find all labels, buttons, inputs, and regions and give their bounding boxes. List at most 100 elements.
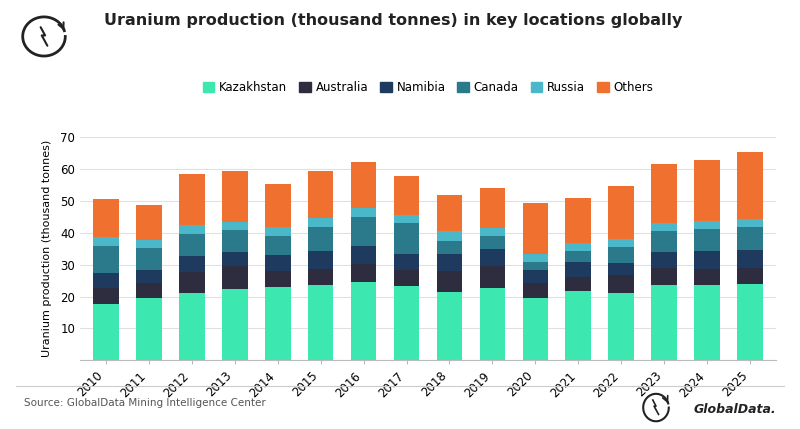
Bar: [566, 251, 591, 262]
Bar: [609, 186, 634, 239]
Bar: [136, 298, 162, 360]
Bar: [265, 236, 290, 255]
Bar: [136, 248, 162, 270]
Bar: [479, 288, 506, 360]
Bar: [394, 215, 419, 224]
Bar: [479, 236, 506, 248]
Bar: [350, 208, 377, 217]
Bar: [308, 284, 334, 360]
Bar: [609, 239, 634, 247]
Bar: [265, 184, 290, 227]
Bar: [651, 224, 677, 231]
Bar: [179, 174, 205, 225]
Bar: [522, 298, 548, 360]
Bar: [609, 275, 634, 293]
Bar: [222, 266, 247, 289]
Bar: [522, 254, 548, 262]
Bar: [179, 233, 205, 257]
Bar: [350, 264, 377, 282]
Bar: [308, 171, 334, 218]
Bar: [394, 175, 419, 215]
Bar: [694, 284, 720, 360]
Bar: [179, 293, 205, 360]
Bar: [136, 270, 162, 283]
Bar: [437, 271, 462, 292]
Bar: [738, 218, 763, 227]
Bar: [437, 231, 462, 241]
Bar: [308, 251, 334, 269]
Bar: [566, 291, 591, 360]
Bar: [609, 263, 634, 275]
Bar: [394, 269, 419, 286]
Bar: [222, 252, 247, 266]
Bar: [522, 270, 548, 283]
Bar: [522, 203, 548, 254]
Bar: [738, 251, 763, 268]
Y-axis label: Uranium production (thousand tonnes): Uranium production (thousand tonnes): [42, 140, 52, 357]
Bar: [694, 251, 720, 269]
Bar: [566, 277, 591, 291]
Bar: [179, 257, 205, 272]
Bar: [265, 255, 290, 271]
Bar: [350, 161, 377, 208]
Bar: [651, 285, 677, 360]
Bar: [437, 292, 462, 360]
Bar: [394, 286, 419, 360]
Bar: [136, 205, 162, 240]
Bar: [738, 151, 763, 218]
Bar: [522, 262, 548, 270]
Bar: [522, 283, 548, 298]
Bar: [93, 199, 118, 237]
Bar: [609, 247, 634, 263]
Bar: [651, 231, 677, 252]
Bar: [136, 240, 162, 248]
Text: Source: GlobalData Mining Intelligence Center: Source: GlobalData Mining Intelligence C…: [24, 398, 266, 408]
Bar: [93, 237, 118, 246]
Bar: [651, 164, 677, 224]
Bar: [222, 222, 247, 230]
Bar: [265, 271, 290, 287]
Bar: [394, 224, 419, 254]
Text: Uranium production (thousand tonnes) in key locations globally: Uranium production (thousand tonnes) in …: [104, 13, 682, 28]
Bar: [179, 272, 205, 293]
Text: GlobalData.: GlobalData.: [694, 403, 776, 416]
Bar: [350, 246, 377, 264]
Bar: [479, 266, 506, 288]
Legend: Kazakhstan, Australia, Namibia, Canada, Russia, Others: Kazakhstan, Australia, Namibia, Canada, …: [198, 76, 658, 99]
Bar: [350, 217, 377, 246]
Bar: [308, 218, 334, 227]
Bar: [437, 254, 462, 271]
Bar: [308, 227, 334, 251]
Bar: [566, 243, 591, 251]
Bar: [566, 262, 591, 277]
Bar: [222, 289, 247, 360]
Bar: [93, 288, 118, 304]
Bar: [738, 268, 763, 284]
Bar: [609, 293, 634, 360]
Bar: [651, 268, 677, 285]
Bar: [350, 282, 377, 360]
Bar: [179, 225, 205, 233]
Bar: [651, 252, 677, 268]
Bar: [265, 227, 290, 236]
Bar: [437, 241, 462, 254]
Bar: [738, 284, 763, 360]
Bar: [437, 195, 462, 231]
Bar: [694, 160, 720, 221]
Bar: [479, 228, 506, 236]
Bar: [394, 254, 419, 269]
Bar: [222, 230, 247, 252]
Bar: [265, 287, 290, 360]
Bar: [93, 246, 118, 273]
Bar: [694, 229, 720, 251]
Bar: [479, 188, 506, 228]
Bar: [136, 283, 162, 298]
Bar: [308, 269, 334, 284]
Bar: [694, 269, 720, 284]
Bar: [222, 171, 247, 222]
Bar: [738, 227, 763, 251]
Bar: [479, 248, 506, 266]
Bar: [566, 199, 591, 243]
Bar: [93, 273, 118, 288]
Bar: [93, 304, 118, 360]
